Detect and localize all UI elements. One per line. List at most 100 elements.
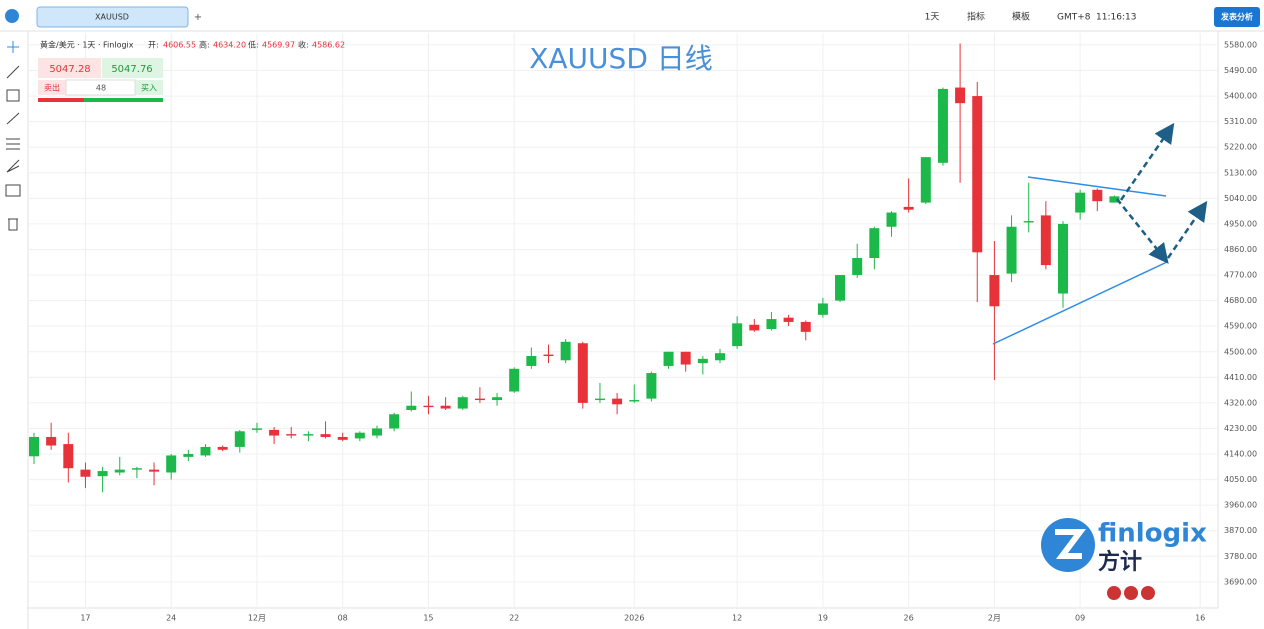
ohlc-label: 收: (298, 40, 309, 50)
y-tick-label: 3870.00 (1224, 526, 1257, 535)
candle-body (972, 96, 983, 253)
logo-brand: finlogix (1098, 519, 1207, 549)
timezone[interactable]: GMT+8 (1057, 13, 1091, 23)
candle-body (560, 341, 571, 361)
clock: 11:16:13 (1096, 13, 1136, 23)
delete-tool[interactable] (8, 218, 18, 231)
candle-body (749, 324, 760, 331)
y-tick-label: 5400.00 (1224, 92, 1257, 101)
candle-body (337, 436, 348, 440)
flag (1124, 586, 1138, 600)
buy-box[interactable] (102, 58, 163, 78)
publish-label: 发表分析 (1220, 12, 1253, 22)
templates[interactable]: 模板 (1012, 11, 1030, 23)
x-tick-label: 12月 (248, 614, 266, 623)
x-tick-label: 16 (1195, 614, 1205, 623)
logo-brand-cn: 方计 (1098, 549, 1142, 575)
interval[interactable]: 1天 (925, 13, 940, 23)
y-tick-label: 4590.00 (1224, 322, 1257, 331)
candle-body (783, 317, 794, 322)
gann-tool[interactable] (6, 159, 20, 173)
publish-button[interactable] (1214, 7, 1260, 27)
candle-body (1040, 215, 1051, 266)
candle-body (46, 436, 57, 446)
text-tool[interactable] (5, 184, 21, 197)
symbol-info: 黄金/美元 · 1天 · Finlogix (40, 40, 134, 50)
candle-body (131, 468, 142, 470)
sell-label: 卖出 (44, 83, 60, 93)
arrow (1119, 122, 1175, 201)
candle-body (903, 206, 914, 210)
y-tick-label: 4230.00 (1224, 424, 1257, 433)
candle-body (1109, 196, 1120, 203)
sell-box[interactable] (38, 58, 101, 78)
candle-body (817, 303, 828, 315)
y-tick-label: 3780.00 (1224, 552, 1257, 561)
candle-body (715, 353, 725, 361)
trend-line (1027, 176, 1167, 197)
x-tick-label: 26 (904, 614, 914, 623)
candle-body (200, 446, 211, 456)
candle-body (63, 444, 74, 469)
candle-body (1075, 192, 1086, 213)
candle-body (577, 343, 588, 403)
candle-body (372, 428, 382, 436)
crosshair-tool[interactable] (7, 41, 19, 53)
x-tick-label: 22 (509, 614, 519, 623)
candle-body (526, 356, 537, 366)
y-tick-label: 3690.00 (1224, 577, 1257, 586)
candle-body (646, 373, 657, 399)
candle-body (869, 228, 880, 258)
quantity: 48 (96, 84, 106, 93)
candle-body (1058, 223, 1068, 294)
candle-body (1092, 189, 1103, 202)
line-tool[interactable] (6, 65, 20, 79)
ohlc-value: 4634.20 (213, 41, 246, 50)
sell-bar (38, 98, 84, 102)
candle-body (183, 454, 194, 457)
ruler-tool[interactable] (6, 112, 20, 125)
candle-body (234, 431, 245, 447)
candle-body (29, 436, 39, 457)
y-tick-label: 4050.00 (1224, 475, 1257, 484)
y-tick-label: 4770.00 (1224, 271, 1257, 280)
sell-button[interactable] (38, 80, 66, 95)
candle-body (97, 471, 108, 477)
buy-label: 买入 (141, 84, 157, 93)
logo-z (1055, 529, 1086, 559)
fib-tool[interactable] (6, 138, 20, 150)
indicators[interactable]: 指标 (967, 11, 985, 23)
y-tick-label: 5040.00 (1224, 194, 1257, 203)
x-tick-label: 19 (818, 614, 828, 623)
candle-body (114, 469, 125, 473)
y-tick-label: 3960.00 (1224, 501, 1257, 510)
shape-tool[interactable] (6, 89, 20, 102)
y-tick-label: 4410.00 (1224, 373, 1257, 382)
app-logo[interactable] (5, 9, 19, 23)
drawings (992, 122, 1208, 345)
y-tick-label: 5220.00 (1224, 143, 1257, 152)
logo (1041, 518, 1155, 600)
candle-body (286, 434, 297, 436)
arrow (1116, 198, 1169, 264)
quantity-input[interactable] (65, 79, 136, 96)
candle-body (149, 469, 160, 472)
candle-body (354, 432, 365, 439)
symbol-tab[interactable] (36, 6, 189, 28)
tab-label: XAUUSD (95, 13, 129, 22)
candle-body (800, 321, 811, 332)
candle-body (886, 212, 897, 227)
candle-body (269, 429, 280, 436)
arrow (1166, 200, 1208, 259)
candle-body (166, 455, 177, 473)
x-tick-label: 09 (1075, 614, 1085, 623)
y-tick-label: 4500.00 (1224, 347, 1257, 356)
candle-body (680, 351, 691, 365)
candle-body (423, 405, 434, 408)
buy-button[interactable] (135, 80, 163, 95)
add-tab[interactable]: + (194, 12, 202, 23)
candle-body (440, 405, 451, 409)
candle-body (612, 398, 623, 405)
flag (1107, 586, 1121, 600)
